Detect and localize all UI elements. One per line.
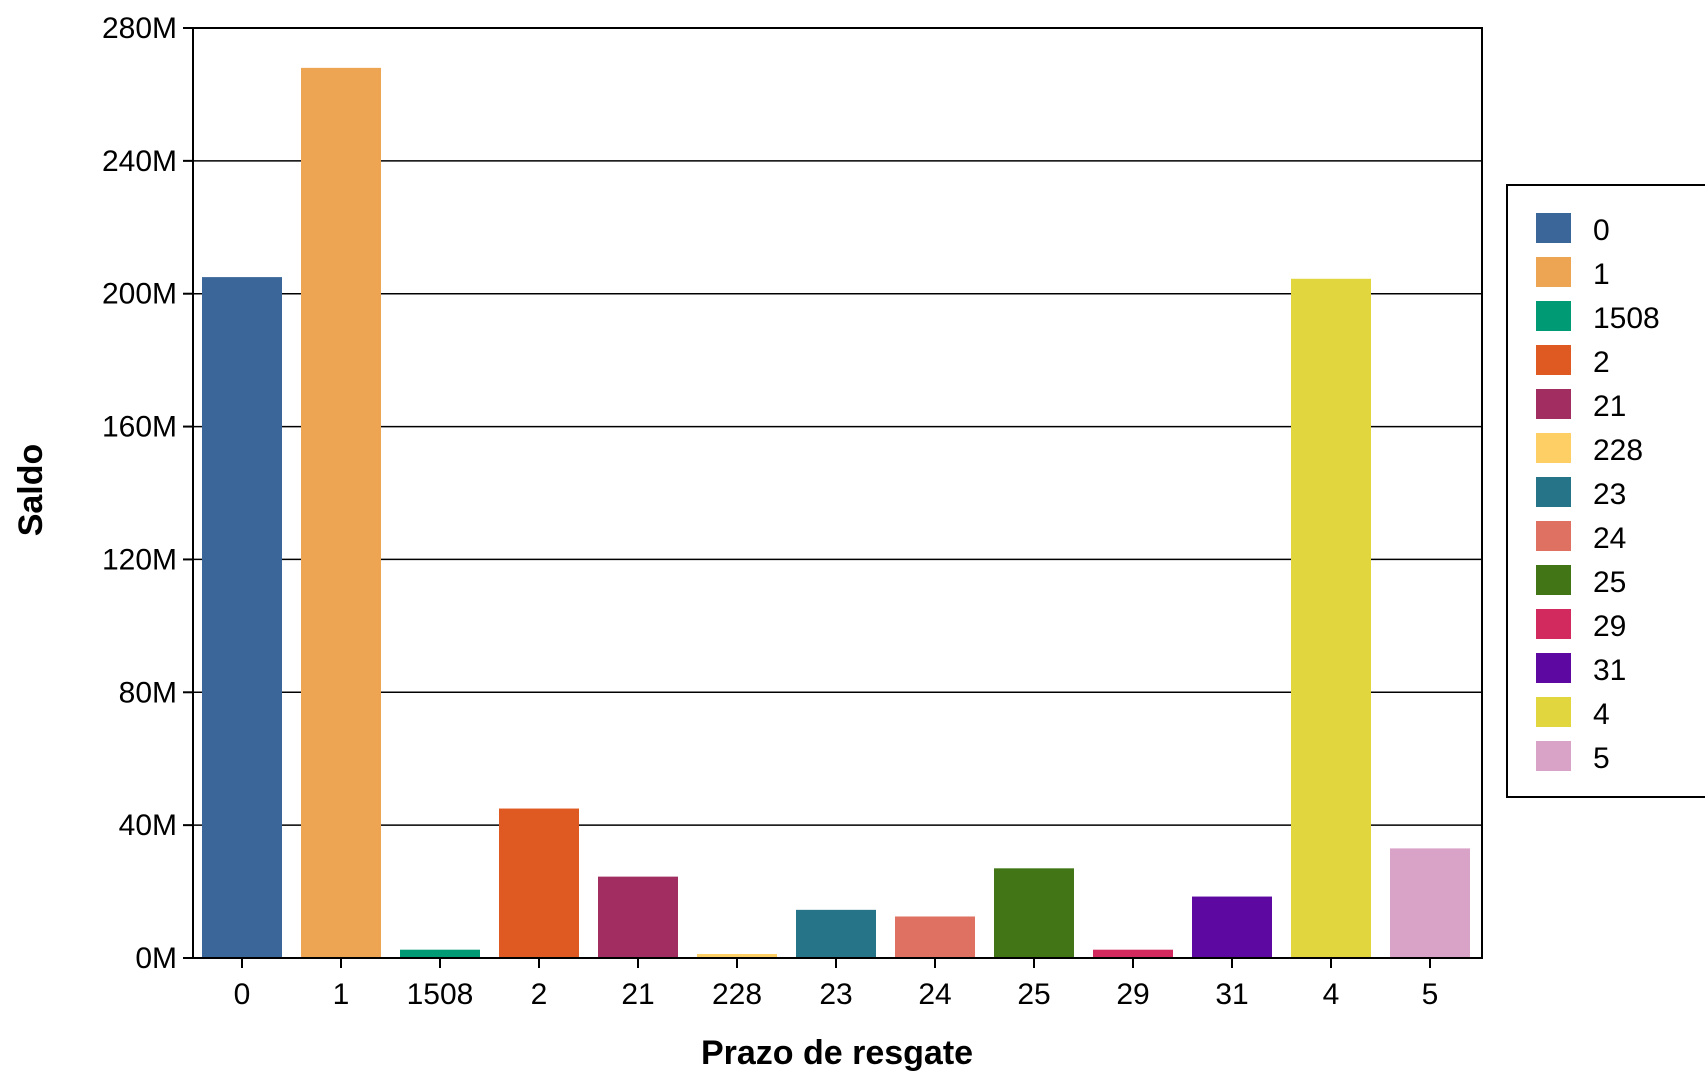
- bars: [202, 67, 1470, 959]
- legend-swatch-1: [1536, 257, 1571, 287]
- bar-4: [1291, 278, 1371, 959]
- x-tick-label: 25: [1017, 978, 1050, 1011]
- x-tick-label: 1508: [407, 978, 474, 1011]
- bar-31: [1192, 896, 1272, 958]
- y-axis-title: Saldo: [12, 444, 50, 537]
- legend-label: 21: [1593, 390, 1626, 423]
- legend-label: 31: [1593, 654, 1626, 687]
- x-tick-label: 1: [333, 978, 350, 1011]
- legend-label: 23: [1593, 478, 1626, 511]
- x-tick-label: 23: [819, 978, 852, 1011]
- legend-swatch-31: [1536, 653, 1571, 683]
- x-tick-label: 21: [621, 978, 654, 1011]
- legend-label: 1508: [1593, 302, 1660, 335]
- legend-label: 4: [1593, 698, 1610, 731]
- x-tick-label: 5: [1422, 978, 1439, 1011]
- y-tick-label: 240M: [102, 145, 177, 178]
- legend-swatch-228: [1536, 433, 1571, 463]
- bar-5: [1390, 848, 1470, 958]
- legend-swatch-24: [1536, 521, 1571, 551]
- bar-1: [301, 67, 381, 959]
- legend-label: 25: [1593, 566, 1626, 599]
- legend: 0 1 1508 2 21 228 23 24 25 29 31 4 5: [1506, 184, 1705, 798]
- legend-label: 2: [1593, 346, 1610, 379]
- y-tick-label: 280M: [102, 12, 177, 45]
- legend-label: 24: [1593, 522, 1626, 555]
- y-axis: 0M 40M 80M 120M 160M 200M 240M 280M: [102, 12, 193, 975]
- bar-228: [697, 954, 777, 958]
- y-tick-label: 160M: [102, 411, 177, 444]
- legend-swatch-0: [1536, 213, 1571, 243]
- x-tick-label: 31: [1215, 978, 1248, 1011]
- plot-frame: [192, 27, 1483, 959]
- x-tick-label: 4: [1323, 978, 1340, 1011]
- legend-swatch-23: [1536, 477, 1571, 507]
- y-tick-label: 80M: [119, 676, 177, 709]
- bar-1508: [400, 949, 480, 958]
- x-axis: 0 1 1508 2 21 228 23 24 25 29 31 4 5: [234, 958, 1439, 1011]
- bar-23: [796, 909, 876, 958]
- x-tick-label: 0: [234, 978, 251, 1011]
- x-tick-label: 228: [712, 978, 762, 1011]
- legend-swatch-25: [1536, 565, 1571, 595]
- x-axis-title: Prazo de resgate: [701, 1034, 973, 1072]
- legend-label: 29: [1593, 610, 1626, 643]
- legend-swatch-21: [1536, 389, 1571, 419]
- bar-24: [895, 916, 975, 958]
- legend-swatch-29: [1536, 609, 1571, 639]
- legend-swatch-5: [1536, 741, 1571, 771]
- legend-swatch-4: [1536, 697, 1571, 727]
- y-tick-label: 120M: [102, 543, 177, 576]
- legend-swatch-1508: [1536, 301, 1571, 331]
- x-tick-label: 29: [1116, 978, 1149, 1011]
- bar-0: [202, 277, 282, 958]
- legend-label: 1: [1593, 258, 1610, 291]
- legend-label: 5: [1593, 742, 1610, 775]
- y-tick-label: 200M: [102, 278, 177, 311]
- bar-29: [1093, 949, 1173, 958]
- bar-25: [994, 868, 1074, 958]
- legend-label: 0: [1593, 214, 1610, 247]
- legend-swatch-2: [1536, 345, 1571, 375]
- x-tick-label: 24: [918, 978, 951, 1011]
- y-tick-label: 0M: [135, 942, 177, 975]
- bar-2: [499, 808, 579, 958]
- bar-21: [598, 876, 678, 958]
- y-tick-label: 40M: [119, 809, 177, 842]
- x-tick-label: 2: [531, 978, 548, 1011]
- legend-label: 228: [1593, 434, 1643, 467]
